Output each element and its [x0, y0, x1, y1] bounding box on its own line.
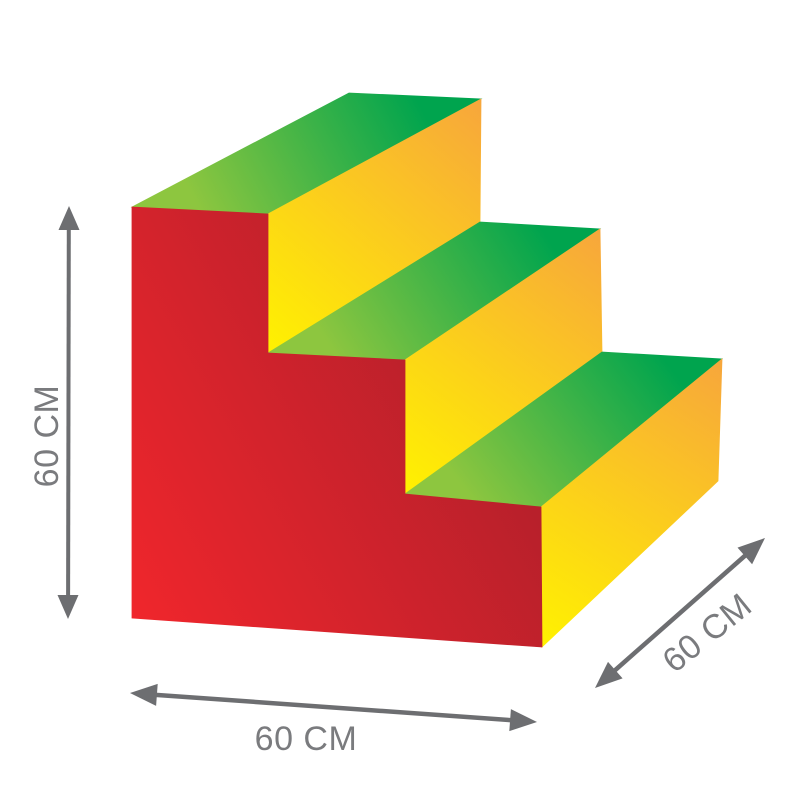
depth-arrow-shaft [611, 551, 749, 675]
width-dimension: 60 CM [130, 683, 537, 758]
stair-profile-face [131, 206, 543, 648]
height-dimension: 60 CM [28, 206, 80, 619]
height-arrow-head-down-icon [57, 595, 79, 619]
depth-arrow-head-upper-icon [737, 538, 765, 565]
height-dimension-label: 60 CM [28, 385, 66, 488]
width-arrow-shaft [153, 692, 514, 723]
width-dimension-label: 60 CM [255, 720, 358, 758]
depth-arrow-head-lower-icon [595, 661, 623, 688]
height-arrow-shaft [66, 226, 71, 598]
depth-dimension-label: 60 CM [656, 586, 760, 680]
width-arrow-head-left-icon [130, 683, 158, 706]
width-arrow-head-right-icon [509, 709, 537, 732]
staircase-illustration [130, 92, 724, 648]
height-arrow-head-up-icon [58, 206, 80, 230]
